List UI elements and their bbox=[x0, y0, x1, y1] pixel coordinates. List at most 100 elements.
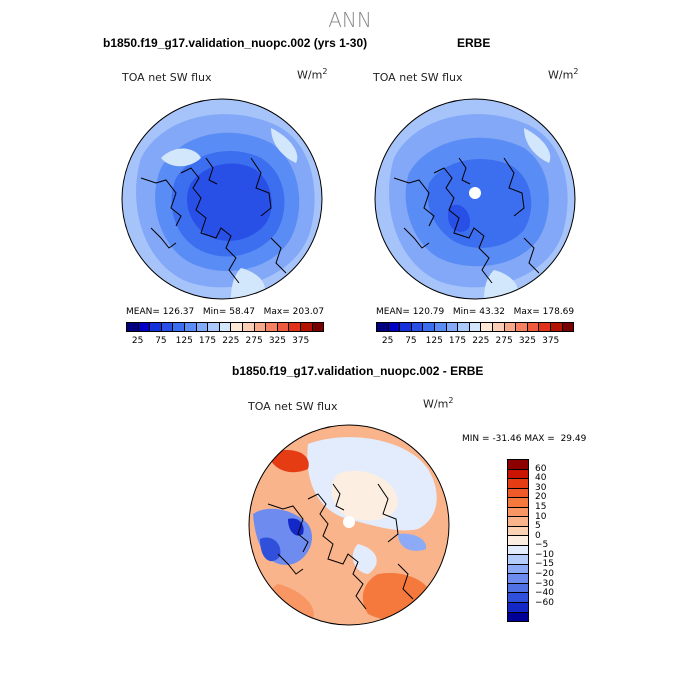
diff-panel-minmax: MIN = -31.46 MAX = 29.49 bbox=[462, 434, 587, 444]
colorbar-swatch bbox=[508, 612, 528, 622]
colorbar-swatch bbox=[446, 323, 459, 331]
colorbar-swatch bbox=[481, 323, 493, 331]
colorbar-swatch bbox=[508, 488, 528, 499]
colorbar-swatch bbox=[150, 323, 162, 331]
panel-2-polar-map bbox=[374, 98, 576, 300]
colorbar-tick-label: −60 bbox=[535, 597, 554, 608]
colorbar-swatch bbox=[508, 507, 528, 518]
colorbar-swatch bbox=[184, 323, 197, 331]
colorbar-tick-label: 60 bbox=[535, 463, 547, 474]
colorbar-swatch bbox=[527, 323, 540, 331]
colorbar-swatch bbox=[219, 323, 232, 331]
colorbar-tick-label: 325 bbox=[518, 336, 536, 346]
colorbar-swatch bbox=[508, 593, 528, 603]
colorbar-tick-label: 175 bbox=[448, 336, 467, 346]
colorbar-tick-label: −20 bbox=[535, 569, 554, 580]
panel-2-colorbar bbox=[376, 322, 574, 332]
colorbar-tick-label: −10 bbox=[535, 549, 554, 560]
colorbar-swatch bbox=[508, 583, 528, 594]
colorbar-swatch bbox=[508, 564, 528, 575]
colorbar-swatch bbox=[508, 602, 528, 613]
colorbar-swatch bbox=[266, 323, 278, 331]
colorbar-swatch bbox=[492, 323, 505, 331]
colorbar-tick-label: 75 bbox=[155, 336, 167, 346]
colorbar-tick-label: 175 bbox=[198, 336, 217, 346]
colorbar-swatch bbox=[312, 323, 324, 331]
colorbar-swatch bbox=[434, 323, 447, 331]
colorbar-swatch bbox=[423, 323, 435, 331]
panel-1-units: W/m2 bbox=[297, 67, 328, 82]
panel-1-polar-map bbox=[121, 98, 323, 300]
colorbar-swatch bbox=[508, 479, 528, 489]
colorbar-swatch bbox=[411, 323, 424, 331]
colorbar-swatch bbox=[138, 323, 151, 331]
colorbar-tick-label: 15 bbox=[535, 501, 547, 512]
diff-panel-polar-map bbox=[248, 424, 450, 626]
colorbar-tick-label: 375 bbox=[542, 336, 560, 346]
colorbar-swatch bbox=[127, 323, 139, 331]
colorbar-tick-label: 75 bbox=[405, 336, 417, 346]
colorbar-swatch bbox=[161, 323, 174, 331]
panel-2-title: ERBE bbox=[457, 36, 491, 50]
colorbar-tick-label: 275 bbox=[495, 336, 513, 346]
colorbar-tick-label: 375 bbox=[292, 336, 310, 346]
colorbar-swatch bbox=[550, 323, 563, 331]
panel-2-stats: MEAN= 120.79 Min= 43.32 Max= 178.69 bbox=[376, 307, 575, 317]
colorbar-swatch bbox=[242, 323, 255, 331]
colorbar-swatch bbox=[508, 545, 528, 556]
colorbar-tick-label: 20 bbox=[535, 492, 547, 503]
diff-panel-title: b1850.f19_g17.validation_nuopc.002 - ERB… bbox=[232, 364, 484, 378]
colorbar-swatch bbox=[516, 323, 528, 331]
colorbar-swatch bbox=[208, 323, 220, 331]
colorbar-swatch bbox=[458, 323, 470, 331]
panel-2-units: W/m2 bbox=[548, 67, 579, 82]
colorbar-tick-label: 5 bbox=[535, 521, 541, 532]
diff-panel-variable: TOA net SW flux bbox=[248, 400, 338, 413]
colorbar-swatch bbox=[508, 536, 528, 546]
colorbar-swatch bbox=[508, 574, 528, 584]
colorbar-tick-label: −30 bbox=[535, 578, 554, 589]
colorbar-swatch bbox=[504, 323, 517, 331]
diff-panel-colorbar-ticks: 60 40 30 20 15 10 5 0 −5 −10 −15 −20 −30 −40 −60 bbox=[535, 459, 575, 622]
colorbar-tick-label: −5 bbox=[535, 540, 549, 551]
panel-1-stats: MEAN= 126.37 Min= 58.47 Max= 203.07 bbox=[126, 307, 325, 317]
colorbar-tick-label: 25 bbox=[381, 336, 394, 346]
colorbar-tick-label: 125 bbox=[425, 336, 443, 346]
colorbar-swatch bbox=[277, 323, 290, 331]
colorbar-swatch bbox=[173, 323, 185, 331]
colorbar-tick-label: 10 bbox=[535, 511, 547, 522]
colorbar-swatch bbox=[539, 323, 551, 331]
colorbar-swatch bbox=[508, 469, 528, 480]
colorbar-swatch bbox=[508, 555, 528, 565]
panel-1-colorbar bbox=[126, 322, 324, 332]
colorbar-swatch bbox=[231, 323, 243, 331]
colorbar-swatch bbox=[508, 498, 528, 508]
colorbar-swatch bbox=[400, 323, 412, 331]
colorbar-swatch bbox=[377, 323, 389, 331]
panel-1-title: b1850.f19_g17.validation_nuopc.002 (yrs … bbox=[103, 36, 368, 50]
colorbar-swatch bbox=[469, 323, 482, 331]
colorbar-tick-label: 325 bbox=[268, 336, 286, 346]
colorbar-tick-label: 30 bbox=[535, 482, 547, 493]
colorbar-swatch bbox=[508, 460, 528, 470]
colorbar-tick-label: 225 bbox=[472, 336, 490, 346]
colorbar-tick-label: 125 bbox=[175, 336, 193, 346]
colorbar-tick-label: 40 bbox=[535, 473, 547, 484]
colorbar-tick-label: 275 bbox=[245, 336, 263, 346]
colorbar-tick-label: 225 bbox=[222, 336, 240, 346]
colorbar-swatch bbox=[196, 323, 209, 331]
colorbar-swatch bbox=[289, 323, 301, 331]
colorbar-swatch bbox=[254, 323, 267, 331]
colorbar-swatch bbox=[300, 323, 313, 331]
colorbar-swatch bbox=[562, 323, 574, 331]
colorbar-tick-label: −40 bbox=[535, 588, 554, 599]
panel-1-variable: TOA net SW flux bbox=[122, 71, 212, 84]
colorbar-tick-label: 25 bbox=[131, 336, 144, 346]
diff-panel-colorbar bbox=[507, 459, 529, 622]
colorbar-tick-label: −15 bbox=[535, 559, 554, 570]
colorbar-tick-label: 0 bbox=[535, 530, 541, 541]
panel-2-variable: TOA net SW flux bbox=[373, 71, 463, 84]
page-title: ANN bbox=[328, 8, 372, 32]
colorbar-swatch bbox=[388, 323, 401, 331]
colorbar-swatch bbox=[508, 526, 528, 537]
